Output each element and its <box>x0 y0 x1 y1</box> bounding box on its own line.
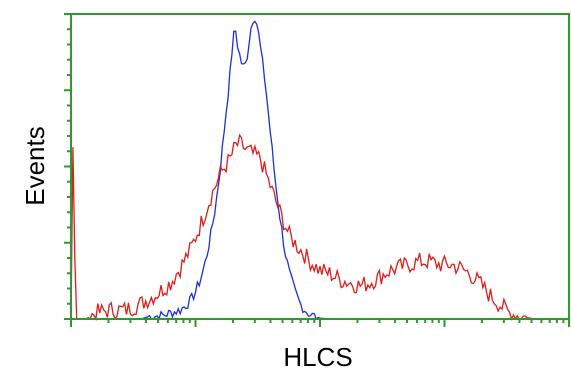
y-axis-label: Events <box>20 126 50 206</box>
series-line-1 <box>71 20 569 321</box>
axis-ticks <box>64 13 570 327</box>
plot-area <box>70 20 569 322</box>
series-line-2 <box>70 133 569 322</box>
plot-frame <box>70 13 570 320</box>
x-axis-label: HLCS <box>283 342 352 372</box>
